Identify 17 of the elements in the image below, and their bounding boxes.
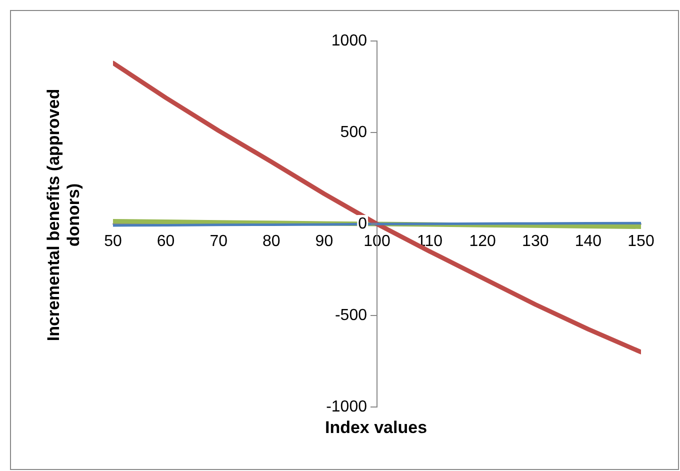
x-tick-label: 80 (262, 233, 280, 250)
x-tick-label: 50 (104, 233, 122, 250)
y-tick-label: -1000 (326, 398, 368, 416)
x-tick-label: 60 (156, 233, 175, 250)
x-tick-label: 70 (210, 233, 228, 250)
x-tick-label: 140 (574, 233, 602, 250)
x-tick-label: 120 (469, 233, 496, 250)
x-tick-label: 100 (364, 233, 390, 250)
y-tick-label: 500 (340, 124, 368, 141)
y-axis-title: Incremental benefits (approved donors) (44, 88, 84, 344)
x-tick-label: 90 (315, 233, 334, 250)
y-tick-label: 1000 (331, 32, 368, 50)
x-tick-label: 150 (628, 233, 654, 250)
y-tick-label: 0 (358, 215, 368, 232)
y-tick-label: -500 (334, 306, 368, 324)
x-axis-title: Index values (324, 418, 428, 438)
x-tick-label: 130 (522, 233, 549, 250)
